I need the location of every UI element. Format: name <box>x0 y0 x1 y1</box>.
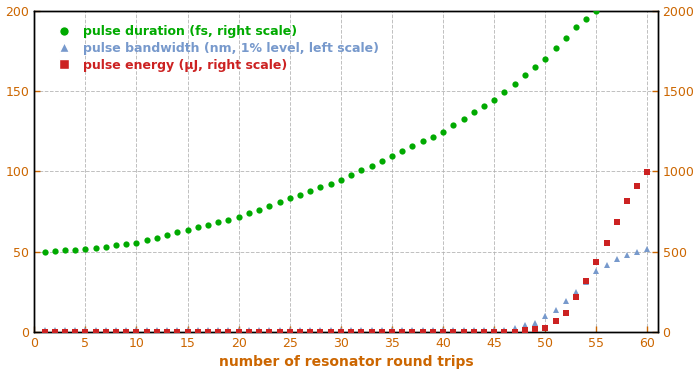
Legend: pulse duration (fs, right scale), pulse bandwidth (nm, 1% level, left scale), pu: pulse duration (fs, right scale), pulse … <box>47 20 384 76</box>
X-axis label: number of resonator round trips: number of resonator round trips <box>218 356 473 369</box>
